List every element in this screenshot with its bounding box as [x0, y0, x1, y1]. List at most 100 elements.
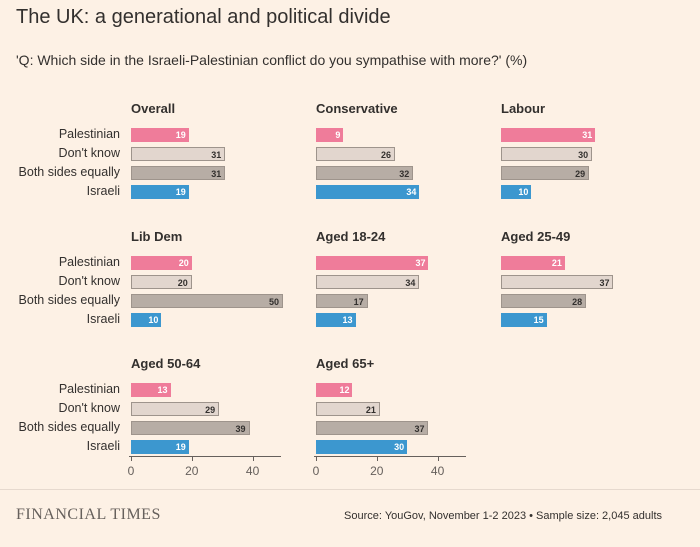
bar-aged-65-palestinian: 12	[316, 383, 353, 397]
bar-value-label: 31	[211, 150, 222, 160]
x-tick	[191, 456, 193, 461]
x-tick	[131, 456, 132, 461]
bar-value-label: 19	[175, 187, 186, 197]
bar-labour-don-t-know: 30	[501, 147, 593, 161]
panel-title-aged-65: Aged 65+	[316, 356, 375, 371]
x-tick-label: 20	[185, 464, 199, 478]
bar-aged-50-64-palestinian: 13	[131, 383, 171, 397]
ft-logo: FINANCIAL TIMES	[16, 506, 161, 523]
bar-aged-25-49-both-sides-equally: 28	[501, 294, 587, 308]
row-label-israeli: Israeli	[86, 312, 120, 326]
bar-conservative-israeli: 34	[316, 185, 420, 199]
x-tick-label: 0	[127, 464, 135, 478]
bar-lib-dem-don-t-know: 20	[131, 275, 192, 289]
bar-aged-65-both-sides-equally: 37	[316, 421, 429, 435]
bar-value-label: 15	[533, 315, 544, 325]
panel-title-aged-25-49: Aged 25-49	[501, 229, 571, 244]
row-label-don-t-know: Don't know	[58, 274, 120, 288]
bar-value-label: 10	[518, 187, 529, 197]
bar-value-label: 37	[599, 278, 610, 288]
x-tick	[376, 456, 378, 461]
bar-conservative-don-t-know: 26	[316, 147, 396, 161]
bar-labour-both-sides-equally: 29	[501, 166, 590, 180]
x-tick	[437, 456, 439, 461]
bar-value-label: 12	[339, 385, 350, 395]
bar-value-label: 30	[394, 442, 405, 452]
footer-divider	[0, 489, 700, 490]
bar-value-label: 20	[177, 278, 188, 288]
bar-overall-don-t-know: 31	[131, 147, 226, 161]
bar-lib-dem-both-sides-equally: 50	[131, 294, 283, 308]
panel-title-aged-50-64: Aged 50-64	[131, 356, 201, 371]
bar-aged-25-49-palestinian: 21	[501, 256, 565, 270]
bar-aged-18-24-don-t-know: 34	[316, 275, 420, 289]
bar-overall-palestinian: 19	[131, 128, 189, 142]
bar-value-label: 19	[175, 442, 186, 452]
bar-value-label: 29	[575, 169, 586, 179]
bar-overall-both-sides-equally: 31	[131, 166, 226, 180]
bar-value-label: 32	[399, 169, 410, 179]
bar-value-label: 30	[578, 150, 589, 160]
bar-aged-50-64-both-sides-equally: 39	[131, 421, 250, 435]
row-label-don-t-know: Don't know	[58, 401, 120, 415]
bar-aged-18-24-both-sides-equally: 17	[316, 294, 368, 308]
x-tick-label: 20	[370, 464, 384, 478]
bar-conservative-both-sides-equally: 32	[316, 166, 414, 180]
row-label-palestinian: Palestinian	[58, 382, 120, 396]
x-tick-label: 40	[245, 464, 260, 478]
bar-lib-dem-palestinian: 20	[131, 256, 192, 270]
x-tick	[252, 456, 254, 461]
bar-value-label: 37	[414, 424, 425, 434]
bar-value-label: 29	[205, 405, 216, 415]
bar-value-label: 50	[268, 297, 279, 307]
bar-value-label: 19	[175, 130, 186, 140]
panel-title-lib-dem: Lib Dem	[131, 229, 183, 244]
bar-value-label: 26	[381, 150, 392, 160]
source-note: Source: YouGov, November 1-2 2023 • Samp…	[344, 510, 662, 522]
panel-title-labour: Labour	[501, 101, 546, 116]
bar-labour-palestinian: 31	[501, 128, 596, 142]
row-label-both-sides-equally: Both sides equally	[18, 165, 120, 179]
bar-value-label: 34	[405, 278, 416, 288]
bar-aged-50-64-israeli: 19	[131, 440, 189, 454]
row-label-both-sides-equally: Both sides equally	[18, 293, 120, 307]
chart-subtitle: 'Q: Which side in the Israeli-Palestinia…	[16, 52, 528, 68]
x-tick-label: 0	[312, 464, 320, 478]
bar-aged-50-64-don-t-know: 29	[131, 402, 220, 416]
bar-aged-18-24-israeli: 13	[316, 313, 356, 327]
bar-value-label: 31	[211, 169, 222, 179]
bar-lib-dem-israeli: 10	[131, 313, 162, 327]
bar-aged-25-49-don-t-know: 37	[501, 275, 614, 289]
bar-value-label: 13	[157, 385, 168, 395]
bar-value-label: 34	[406, 187, 417, 197]
bar-value-label: 31	[582, 130, 593, 140]
bar-labour-israeli: 10	[501, 185, 532, 199]
bar-aged-65-don-t-know: 21	[316, 402, 380, 416]
bar-value-label: 9	[335, 130, 341, 140]
bar-value-label: 17	[353, 297, 364, 307]
bar-aged-18-24-palestinian: 37	[316, 256, 429, 270]
row-label-both-sides-equally: Both sides equally	[18, 420, 120, 434]
x-tick	[316, 456, 317, 461]
panel-title-aged-18-24: Aged 18-24	[316, 229, 386, 244]
row-label-israeli: Israeli	[86, 439, 120, 453]
row-label-palestinian: Palestinian	[58, 127, 120, 141]
bar-aged-25-49-israeli: 15	[501, 313, 547, 327]
bar-overall-israeli: 19	[131, 185, 189, 199]
bar-value-label: 10	[148, 315, 159, 325]
bar-value-label: 28	[572, 297, 583, 307]
bar-conservative-palestinian: 9	[316, 128, 344, 142]
x-axis-line	[314, 456, 466, 457]
row-label-palestinian: Palestinian	[58, 255, 120, 269]
bar-value-label: 21	[551, 258, 562, 268]
panel-title-conservative: Conservative	[316, 101, 398, 116]
bar-value-label: 37	[415, 258, 426, 268]
bar-value-label: 13	[342, 315, 353, 325]
bar-value-label: 21	[365, 405, 376, 415]
bar-value-label: 20	[178, 258, 189, 268]
x-axis-line	[129, 456, 281, 457]
bar-aged-65-israeli: 30	[316, 440, 408, 454]
panel-title-overall: Overall	[131, 101, 176, 116]
row-label-israeli: Israeli	[86, 184, 120, 198]
x-tick-label: 40	[430, 464, 445, 478]
